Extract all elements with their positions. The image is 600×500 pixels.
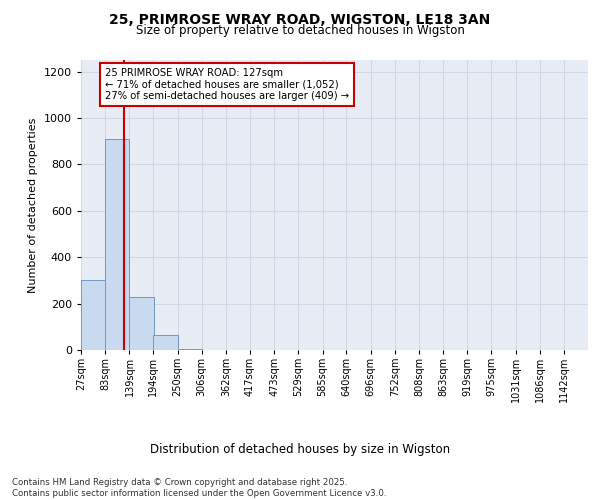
Bar: [81, 280, 105, 350]
Bar: [178, 349, 202, 350]
Text: 25, PRIMROSE WRAY ROAD, WIGSTON, LE18 3AN: 25, PRIMROSE WRAY ROAD, WIGSTON, LE18 3A…: [109, 12, 491, 26]
Bar: [130, 296, 154, 350]
Text: 25 PRIMROSE WRAY ROAD: 127sqm
← 71% of detached houses are smaller (1,052)
27% o: 25 PRIMROSE WRAY ROAD: 127sqm ← 71% of d…: [105, 68, 349, 102]
Y-axis label: Number of detached properties: Number of detached properties: [28, 118, 38, 292]
Bar: [105, 139, 130, 350]
Text: Contains HM Land Registry data © Crown copyright and database right 2025.
Contai: Contains HM Land Registry data © Crown c…: [12, 478, 386, 498]
Text: Distribution of detached houses by size in Wigston: Distribution of detached houses by size …: [150, 442, 450, 456]
Bar: [154, 335, 178, 350]
Text: Size of property relative to detached houses in Wigston: Size of property relative to detached ho…: [136, 24, 464, 37]
